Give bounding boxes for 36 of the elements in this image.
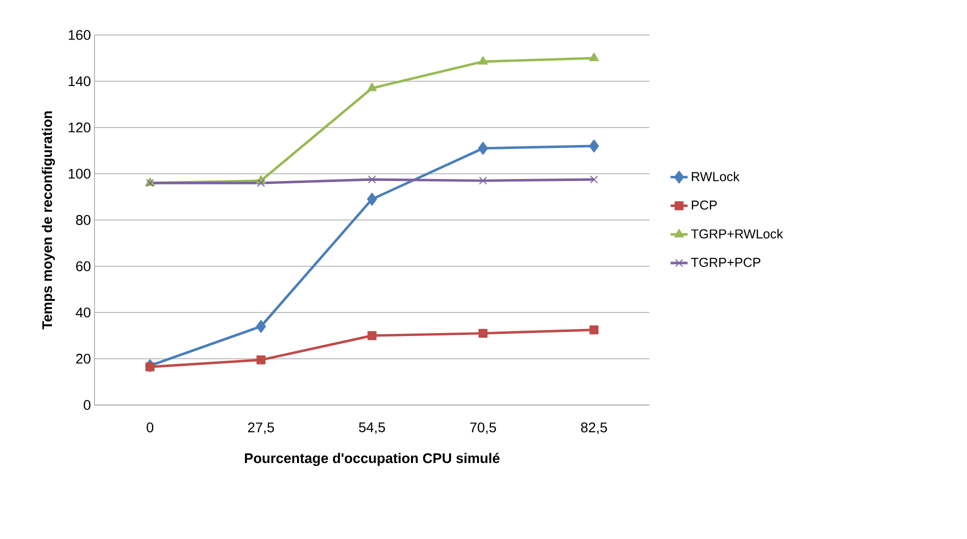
legend-label: RWLock bbox=[692, 172, 740, 182]
point bbox=[256, 355, 266, 364]
legend-label: TGRP+RWLock bbox=[691, 228, 784, 238]
x-tick-label: 27,5 bbox=[248, 422, 274, 434]
point bbox=[367, 82, 377, 92]
point bbox=[589, 52, 599, 62]
point bbox=[368, 176, 376, 184]
y-tick-label: 100 bbox=[68, 168, 90, 179]
y-tick-label: 0 bbox=[84, 400, 90, 410]
point bbox=[368, 331, 376, 340]
point bbox=[478, 328, 488, 338]
legend-label: TGRP+PCP bbox=[691, 258, 760, 267]
legend-label: PCP bbox=[692, 200, 717, 210]
point bbox=[256, 320, 266, 333]
point bbox=[146, 362, 154, 372]
point bbox=[256, 178, 266, 188]
y-tick-label: 140 bbox=[68, 76, 90, 86]
y-tick-label: 20 bbox=[76, 354, 90, 364]
point bbox=[478, 56, 488, 65]
y-tick-label: 40 bbox=[76, 308, 90, 318]
y-axis-title: Temps moyen de reconfiguration bbox=[42, 111, 55, 330]
y-tick-label: 160 bbox=[68, 30, 90, 40]
point bbox=[589, 140, 599, 152]
y-tick-label: 80 bbox=[76, 215, 90, 225]
x-tick-label: 70,5 bbox=[470, 422, 496, 434]
x-axis-title: Pourcentage d'occupation CPU simulé bbox=[244, 452, 500, 466]
y-tick-label: 120 bbox=[68, 122, 90, 132]
x-tick-label: 54,5 bbox=[358, 422, 385, 434]
y-tick-label: 60 bbox=[76, 261, 90, 272]
point bbox=[590, 325, 598, 334]
x-tick-label: 82,5 bbox=[581, 422, 607, 434]
point bbox=[367, 192, 377, 206]
point bbox=[590, 176, 598, 184]
point bbox=[478, 142, 488, 155]
x-tick-label: 0 bbox=[146, 422, 154, 432]
point bbox=[478, 176, 488, 185]
